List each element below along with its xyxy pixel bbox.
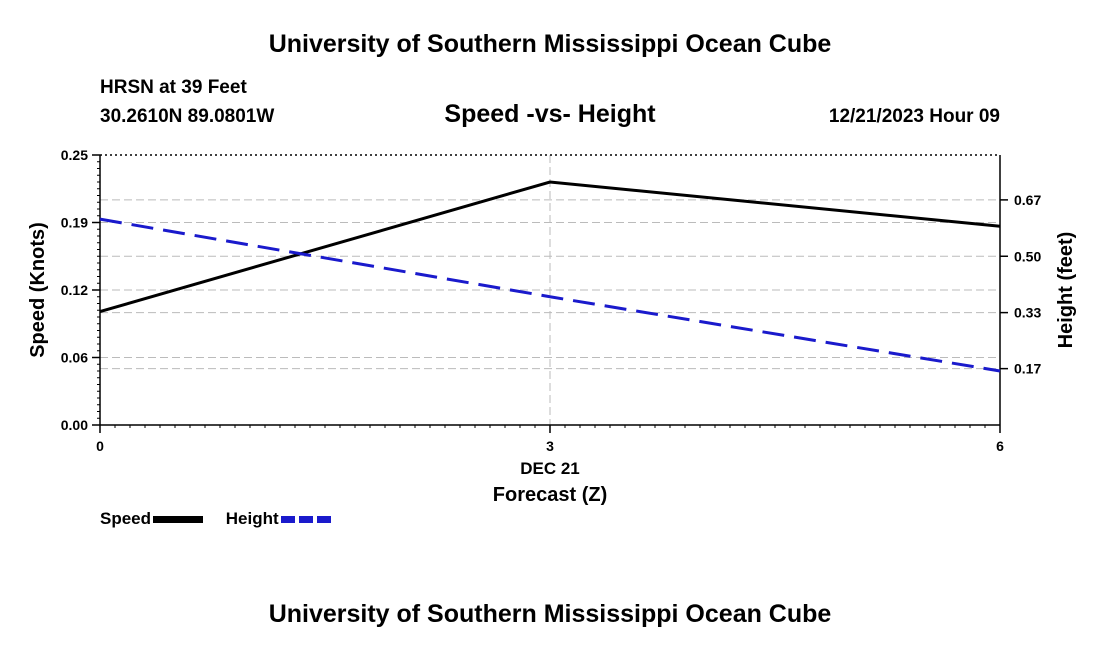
- left-tick-label: 0.00: [61, 417, 88, 433]
- right-tick-label: 0.17: [1014, 361, 1041, 377]
- left-tick-label: 0.25: [61, 147, 88, 163]
- left-axis-title: Speed (Knots): [27, 222, 49, 358]
- x-tick-label: 6: [996, 438, 1004, 454]
- right-tick-label: 0.67: [1014, 192, 1041, 208]
- right-axis-title: Height (feet): [1055, 232, 1077, 349]
- legend-item-speed: Speed: [100, 509, 204, 529]
- forecast-datetime: 12/21/2023 Hour 09: [828, 106, 1000, 127]
- right-tick-label: 0.50: [1014, 248, 1041, 264]
- chart-subtitle: Speed -vs- Height: [444, 100, 656, 128]
- legend-item-height: Height: [226, 509, 331, 529]
- legend-label-speed: Speed: [100, 509, 152, 528]
- station-coordinates: 30.2610N 89.0801W: [100, 106, 275, 127]
- legend-swatch-speed: [153, 516, 204, 524]
- left-tick-label: 0.06: [61, 350, 88, 366]
- speed-height-chart: 0.00 0.06 0.12 0.19 0.25 0.17 0.33 0.50 0.67 0 3 6 D…: [27, 147, 1077, 506]
- right-tick-label: 0.33: [1014, 305, 1041, 321]
- chart-title: University of Southern Mississippi Ocean…: [268, 30, 832, 58]
- legend-swatch-height: [280, 516, 331, 524]
- x-axis-label: Forecast (Z): [493, 484, 607, 506]
- left-tick-label: 0.12: [61, 282, 88, 298]
- legend-label-height: Height: [225, 509, 279, 528]
- x-tick-label: 0: [96, 438, 104, 454]
- left-tick-label: 0.19: [61, 215, 88, 231]
- x-date-label: DEC 21: [520, 459, 580, 478]
- footer-title: University of Southern Mississippi Ocean…: [268, 600, 832, 628]
- station-name: HRSN at 39 Feet: [100, 77, 247, 98]
- legend: Speed Height: [100, 509, 349, 529]
- x-tick-label: 3: [546, 438, 554, 454]
